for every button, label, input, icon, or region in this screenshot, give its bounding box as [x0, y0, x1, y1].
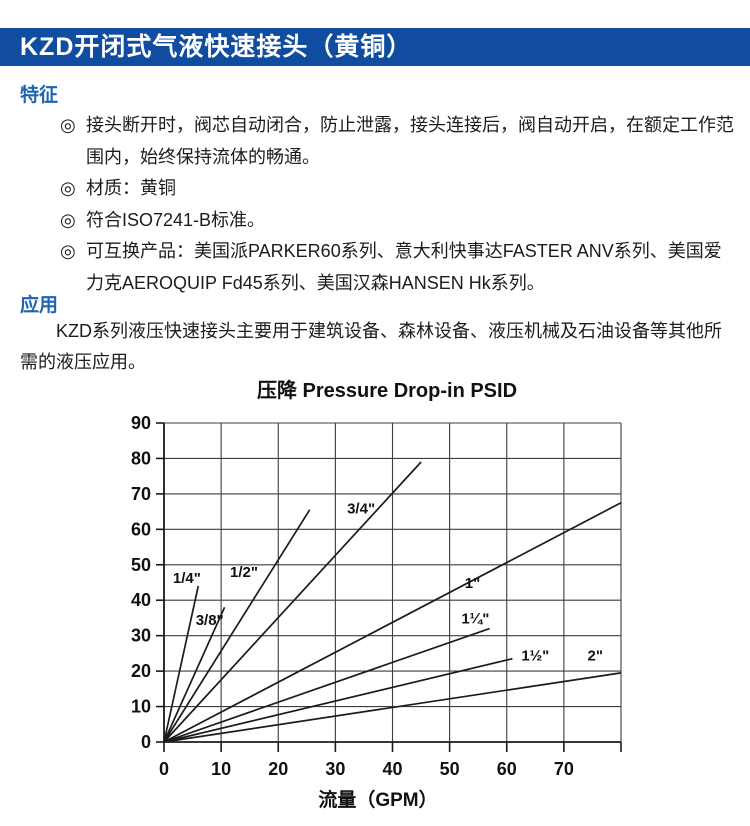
- feature-item: ◎ 材质：黄铜: [0, 173, 750, 205]
- y-tick-label: 70: [131, 484, 151, 504]
- bullet-icon: ◎: [60, 209, 76, 230]
- features-heading: 特征: [20, 85, 59, 106]
- series-line: [163, 461, 422, 743]
- series-label: 3/8": [196, 612, 224, 629]
- feature-list: ◎ 接头断开时，阀芯自动闭合，防止泄露，接头连接后，阀自动开启，在额定工作范围内…: [0, 110, 750, 299]
- bullet-icon: ◎: [60, 115, 76, 135]
- y-tick-label: 0: [141, 732, 151, 752]
- series-line: [163, 585, 200, 743]
- y-tick-label: 30: [131, 626, 151, 646]
- x-tick-label: 60: [497, 759, 517, 779]
- feature-item: ◎ 符合ISO7241-B标准。: [0, 205, 750, 237]
- series-line: [163, 627, 490, 743]
- y-tick-label: 50: [131, 555, 151, 575]
- series-label: 1½": [521, 647, 549, 664]
- series-label: 1": [465, 575, 480, 592]
- y-tick-label: 60: [131, 519, 151, 539]
- x-tick-label: 0: [159, 759, 169, 779]
- series-line: [163, 501, 622, 743]
- series-line: [163, 509, 311, 743]
- x-axis-title: 流量（GPM）: [318, 788, 437, 811]
- feature-item: ◎ 可互换产品：美国派PARKER60系列、意大利快事达FASTER ANV系列…: [0, 236, 750, 299]
- chart-canvas: 0 10 20 30 40 50 60 70 80 90 0 10 20 30 40 50 60 70 1/4" 3/…: [131, 413, 622, 811]
- application-text: KZD系列液压快速接头主要用于建筑设备、森林设备、液压机械及石油设备等其他所需的…: [20, 321, 722, 372]
- feature-item: ◎ 接头断开时，阀芯自动闭合，防止泄露，接头连接后，阀自动开启，在额定工作范围内…: [0, 110, 750, 173]
- series-line: [163, 657, 513, 743]
- feature-text: 可互换产品：美国派PARKER60系列、意大利快事达FASTER ANV系列、美…: [86, 241, 722, 293]
- bullet-icon: ◎: [60, 241, 76, 261]
- application-heading: 应用: [20, 295, 59, 316]
- series-line: [163, 672, 622, 743]
- x-tick-label: 40: [382, 759, 402, 779]
- x-tick-label: 30: [325, 759, 345, 779]
- x-tick-label: 50: [440, 759, 460, 779]
- y-tick-label: 10: [131, 697, 151, 717]
- feature-text: 接头断开时，阀芯自动闭合，防止泄露，接头连接后，阀自动开启，在额定工作范围内，始…: [86, 115, 734, 167]
- chart-title: 压降 Pressure Drop-in PSID: [256, 380, 518, 402]
- feature-text: 材质：黄铜: [86, 178, 176, 198]
- series-label: 1/4": [173, 570, 201, 587]
- y-tick-label: 90: [131, 413, 151, 433]
- page-header: KZD开闭式气液快速接头（黄铜）: [0, 28, 750, 66]
- page-title: KZD开闭式气液快速接头（黄铜）: [20, 33, 413, 61]
- series-line: [163, 606, 226, 743]
- x-tick-label: 70: [554, 759, 574, 779]
- series-label: 3/4": [347, 500, 375, 517]
- bullet-icon: ◎: [60, 178, 76, 198]
- y-tick-label: 20: [131, 661, 151, 681]
- series-label: 1/2": [230, 564, 258, 581]
- x-tick-label: 10: [211, 759, 231, 779]
- y-tick-label: 80: [131, 448, 151, 468]
- series-label: 2": [588, 647, 603, 664]
- x-tick-label: 20: [268, 759, 288, 779]
- series-label: 1¼": [461, 610, 489, 627]
- y-tick-label: 40: [131, 590, 151, 610]
- feature-text: 符合ISO7241-B标准。: [86, 209, 266, 230]
